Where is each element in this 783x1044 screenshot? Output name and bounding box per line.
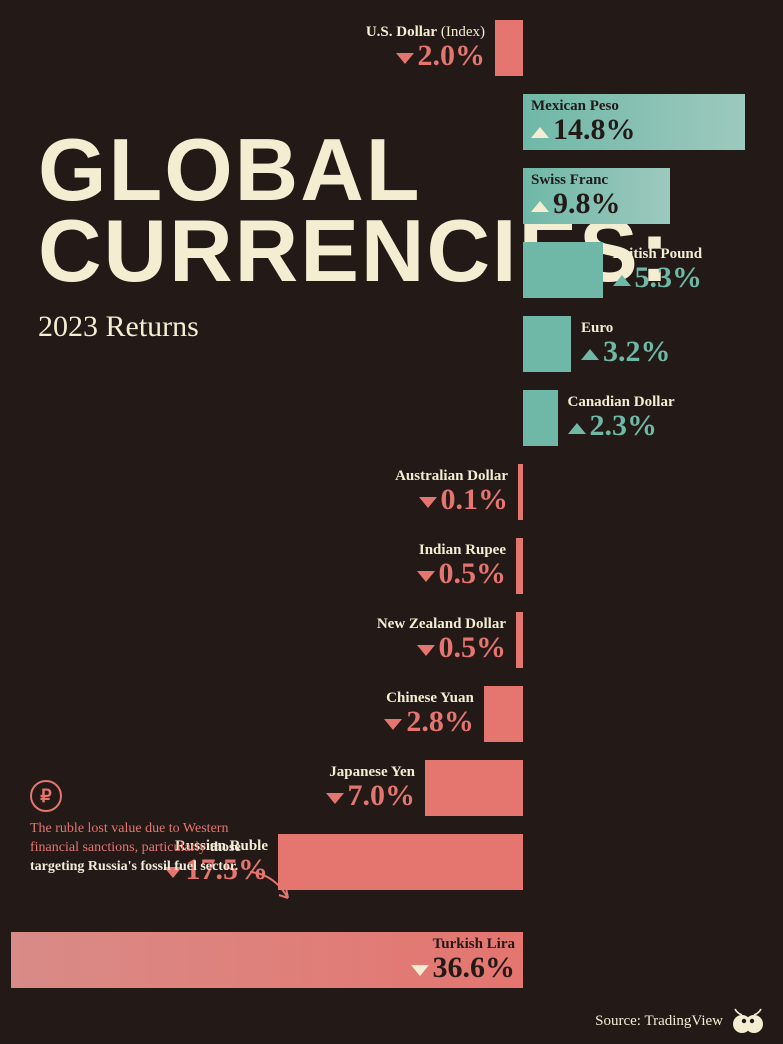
- currency-row: Swiss Franc9.8%: [523, 168, 783, 224]
- currency-row: Euro3.2%: [523, 316, 783, 372]
- callout-text-pre: The ruble lost value due to Western fina…: [30, 821, 228, 855]
- currency-value-line: 36.6%: [411, 953, 516, 983]
- up-arrow-icon: [531, 201, 549, 212]
- up-arrow-icon: [581, 349, 599, 360]
- down-arrow-icon: [419, 497, 437, 508]
- currency-value-line: 2.3%: [568, 411, 658, 441]
- ruble-callout: ₽ The ruble lost value due to Western fi…: [30, 780, 250, 877]
- down-arrow-icon: [396, 53, 414, 64]
- currency-value-line: 5.3%: [613, 263, 703, 293]
- currency-label-group: British Pound5.3%: [613, 246, 703, 293]
- currency-value-line: 2.0%: [396, 41, 486, 71]
- currency-label-group: Chinese Yuan2.8%: [384, 690, 474, 737]
- currency-row: Canadian Dollar2.3%: [523, 390, 783, 446]
- currency-value-line: 9.8%: [531, 189, 621, 219]
- currency-value: 2.3%: [590, 411, 658, 441]
- currency-value: 3.2%: [603, 337, 671, 367]
- currency-bar: [278, 834, 523, 890]
- currency-value: 0.5%: [439, 633, 507, 663]
- currency-label-group: New Zealand Dollar0.5%: [377, 616, 506, 663]
- currency-value: 0.1%: [441, 485, 509, 515]
- currency-row: New Zealand Dollar0.5%: [0, 612, 523, 668]
- currency-row: British Pound5.3%: [523, 242, 783, 298]
- currency-label-group: Indian Rupee0.5%: [417, 542, 507, 589]
- down-arrow-icon: [417, 571, 435, 582]
- currency-bar: [495, 20, 523, 76]
- currency-value: 2.8%: [406, 707, 474, 737]
- currency-value-line: 3.2%: [581, 337, 671, 367]
- currency-label-group: Canadian Dollar2.3%: [568, 394, 675, 441]
- ruble-icon: ₽: [30, 780, 62, 812]
- down-arrow-icon: [411, 965, 429, 976]
- currency-value: 9.8%: [553, 189, 621, 219]
- currency-value: 36.6%: [433, 953, 516, 983]
- currency-row: Australian Dollar0.1%: [0, 464, 523, 520]
- currency-row: Chinese Yuan2.8%: [0, 686, 523, 742]
- currency-row: Indian Rupee0.5%: [0, 538, 523, 594]
- currency-bar-chart: U.S. Dollar (Index)2.0% Mexican Peso14.8%…: [0, 0, 783, 1044]
- down-arrow-icon: [384, 719, 402, 730]
- currency-label-group: Turkish Lira36.6%: [411, 936, 516, 983]
- currency-value-line: 2.8%: [384, 707, 474, 737]
- currency-label-group: Swiss Franc9.8%: [531, 172, 621, 219]
- currency-row: U.S. Dollar (Index)2.0%: [0, 20, 523, 76]
- currency-value-line: 0.1%: [419, 485, 509, 515]
- down-arrow-icon: [417, 645, 435, 656]
- currency-value: 7.0%: [348, 781, 416, 811]
- source-name: TradingView: [644, 1013, 723, 1029]
- currency-label-group: Japanese Yen7.0%: [326, 764, 416, 811]
- currency-bar: [425, 760, 523, 816]
- currency-bar: [523, 242, 603, 298]
- currency-value: 5.3%: [635, 263, 703, 293]
- currency-value-line: 14.8%: [531, 115, 636, 145]
- currency-bar: [516, 538, 523, 594]
- currency-value: 14.8%: [553, 115, 636, 145]
- currency-row: Turkish Lira36.6%: [0, 932, 523, 988]
- currency-row: Mexican Peso14.8%: [523, 94, 783, 150]
- source-attribution: Source: TradingView: [595, 1013, 723, 1030]
- currency-bar: [516, 612, 523, 668]
- currency-value: 2.0%: [418, 41, 486, 71]
- currency-label-group: Australian Dollar0.1%: [395, 468, 508, 515]
- currency-value-line: 0.5%: [417, 559, 507, 589]
- currency-bar: [523, 390, 558, 446]
- currency-label-group: U.S. Dollar (Index)2.0%: [366, 24, 485, 71]
- currency-bar: [518, 464, 523, 520]
- up-arrow-icon: [613, 275, 631, 286]
- currency-value: 0.5%: [439, 559, 507, 589]
- currency-label-group: Mexican Peso14.8%: [531, 98, 636, 145]
- currency-bar: [484, 686, 523, 742]
- up-arrow-icon: [568, 423, 586, 434]
- up-arrow-icon: [531, 127, 549, 138]
- currency-value-line: 7.0%: [326, 781, 416, 811]
- publisher-logo-icon: [731, 1008, 765, 1034]
- source-label: Source:: [595, 1013, 644, 1029]
- currency-bar: [523, 316, 571, 372]
- currency-value-line: 0.5%: [417, 633, 507, 663]
- callout-arrow-icon: [248, 868, 298, 908]
- currency-label-group: Euro3.2%: [581, 320, 671, 367]
- down-arrow-icon: [326, 793, 344, 804]
